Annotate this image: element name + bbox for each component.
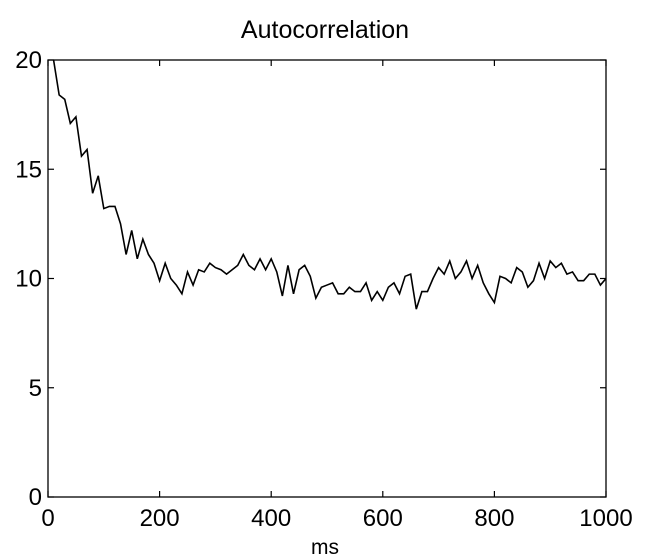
- y-tick-labels: 0 5 10 15 20: [15, 47, 42, 511]
- x-tick-label: 0: [41, 505, 54, 532]
- x-tick-label: 200: [140, 505, 180, 532]
- x-axis-label: ms: [311, 536, 339, 559]
- x-tick-label: 1000: [579, 505, 632, 532]
- y-tick-label: 15: [15, 156, 42, 183]
- y-tick-label: 20: [15, 47, 42, 74]
- chart-title: Autocorrelation: [241, 16, 409, 44]
- autocorrelation-line: [52, 60, 606, 310]
- y-tick-label: 10: [15, 266, 42, 293]
- y-tick-label: 0: [29, 484, 42, 511]
- tick-marks: [47, 59, 607, 498]
- axes-frame: [47, 59, 607, 498]
- plot-area: 0 200 400 600 800 1000 0 5 10 15 20: [15, 47, 632, 532]
- x-tick-label: 800: [474, 505, 514, 532]
- x-tick-labels: 0 200 400 600 800 1000: [41, 505, 632, 532]
- y-tick-label: 5: [29, 375, 42, 402]
- x-tick-label: 600: [363, 505, 403, 532]
- x-tick-label: 400: [251, 505, 291, 532]
